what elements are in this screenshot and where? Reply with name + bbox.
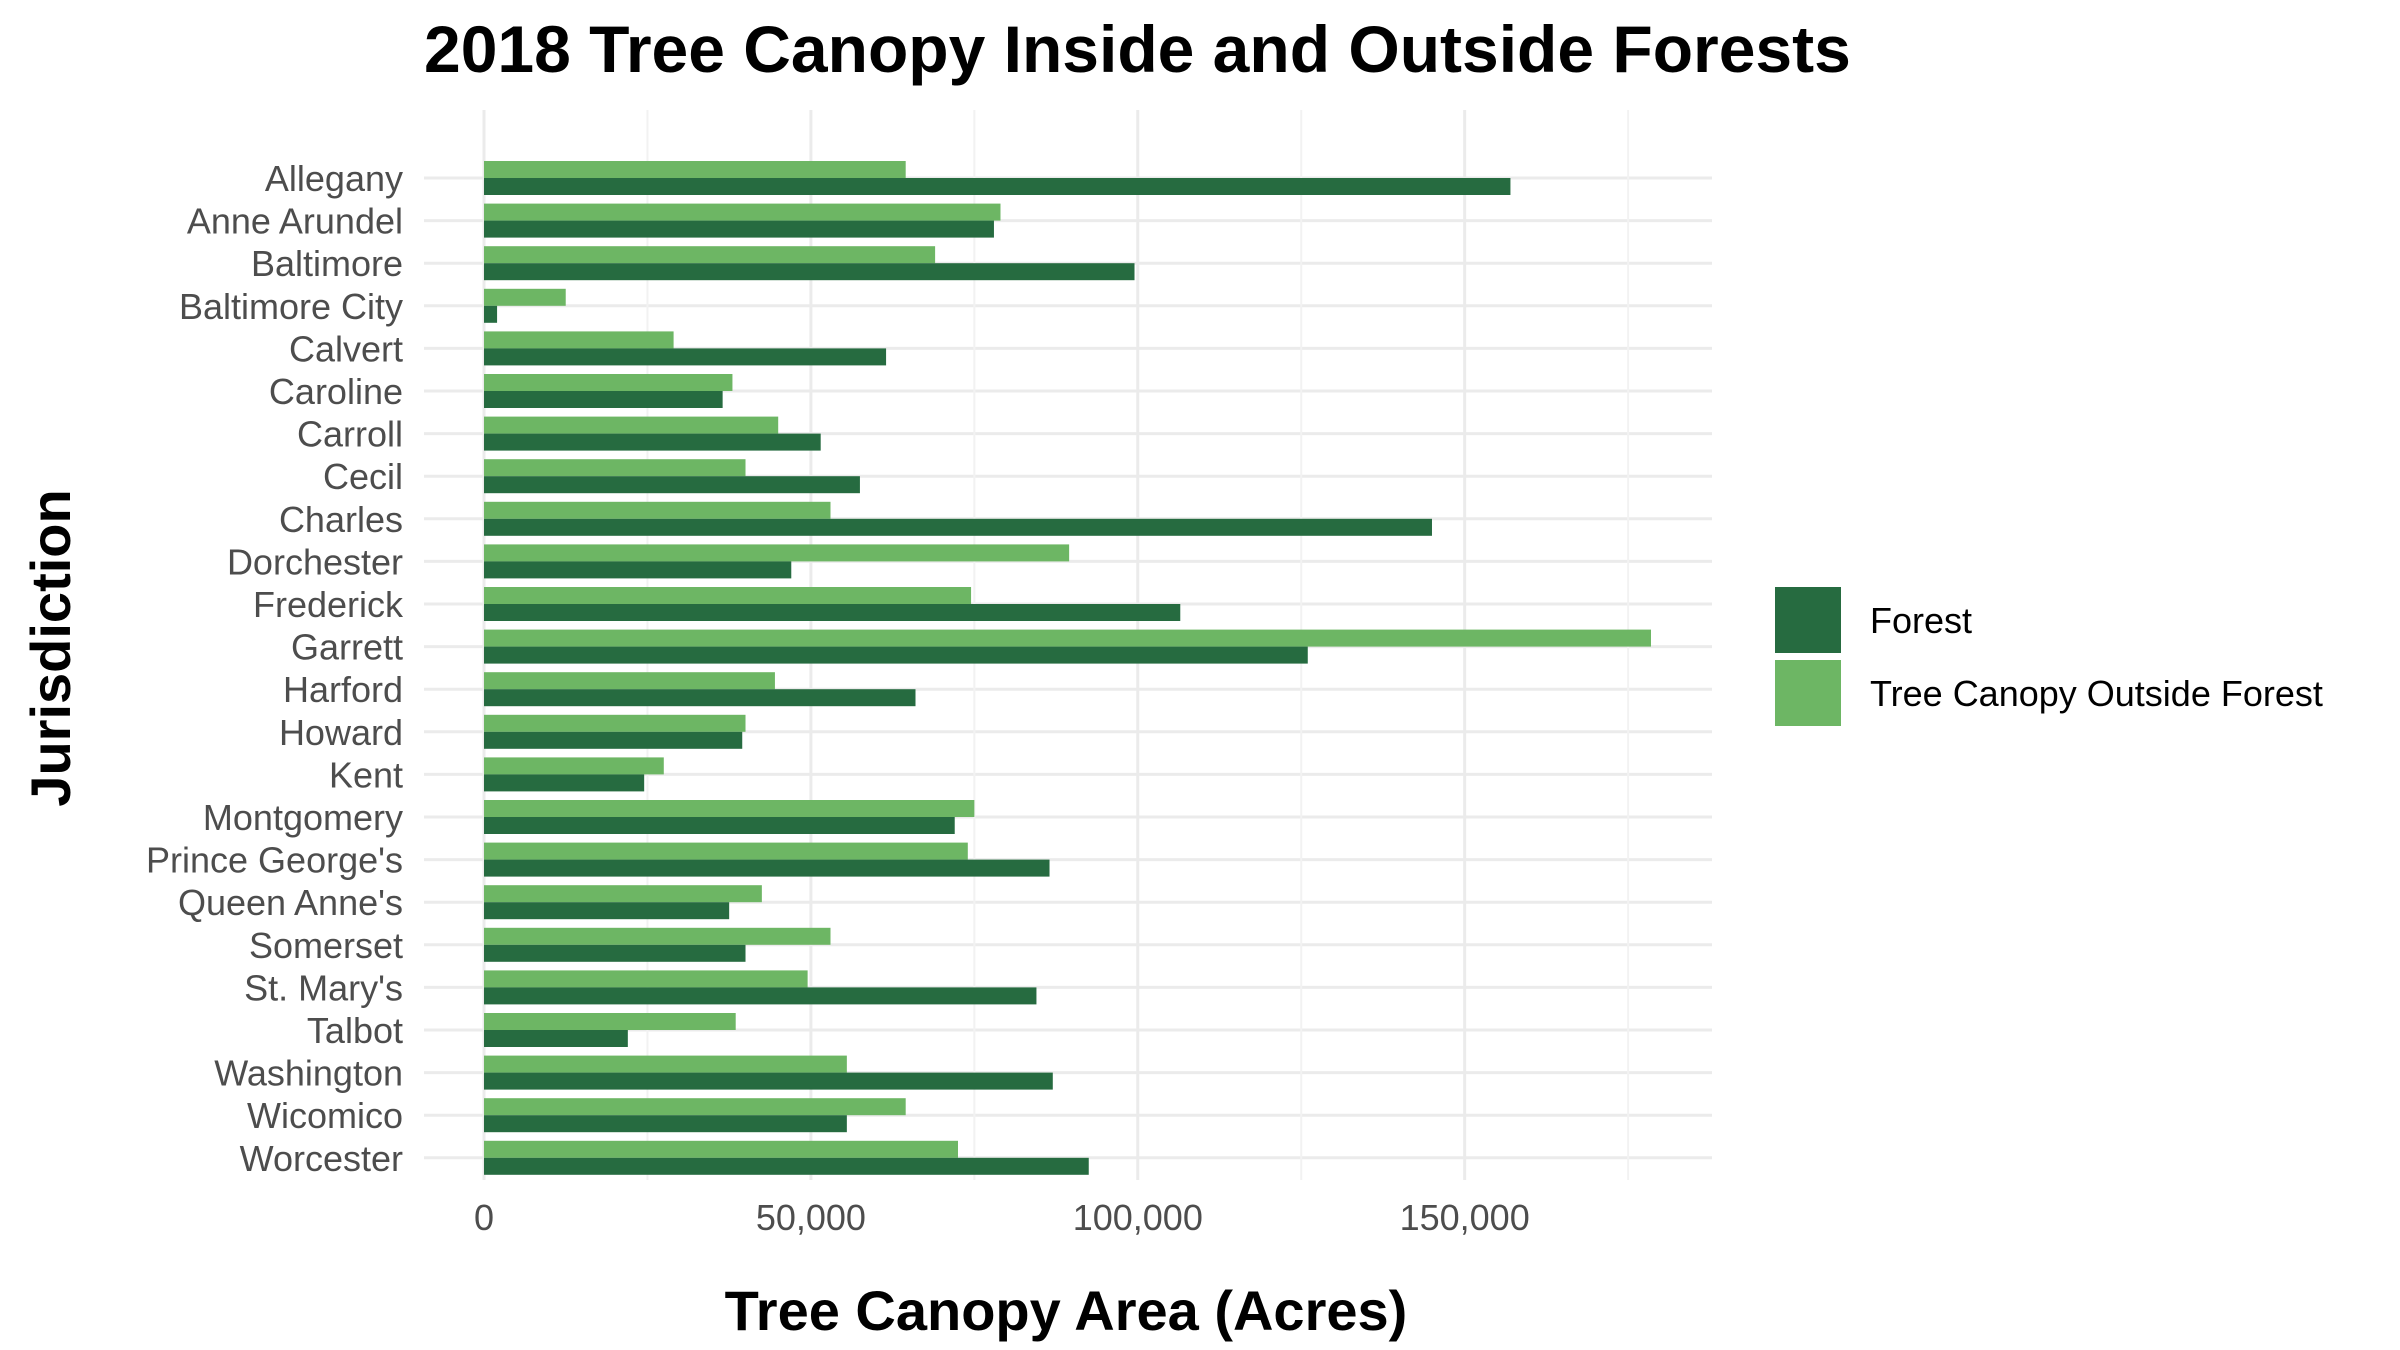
category-label: Washington	[214, 1053, 403, 1094]
bars	[484, 161, 1651, 1175]
category-label: Montgomery	[203, 797, 403, 838]
bar-outside-kent	[484, 757, 664, 775]
x-axis-title: Tree Canopy Area (Acres)	[725, 1279, 1408, 1342]
y-axis-title: Jurisdiction	[19, 489, 82, 806]
legend-label: Tree Canopy Outside Forest	[1870, 673, 2323, 714]
bar-forest-queen-anne-s	[484, 902, 730, 920]
category-label: Dorchester	[227, 541, 403, 582]
x-tick-labels: 0 50,000 100,000 150,000	[474, 1197, 1530, 1238]
category-label: Prince George's	[146, 840, 403, 881]
bar-forest-st-mary-s	[484, 987, 1037, 1005]
category-label: Howard	[279, 712, 403, 753]
category-label: Calvert	[289, 328, 403, 369]
category-label: Baltimore City	[179, 286, 403, 327]
bar-outside-talbot	[484, 1013, 736, 1030]
x-tick-label: 50,000	[756, 1197, 866, 1238]
legend-swatch	[1775, 587, 1841, 653]
bar-outside-frederick	[484, 587, 972, 604]
bar-outside-montgomery	[484, 800, 975, 817]
x-tick-label: 100,000	[1073, 1197, 1203, 1238]
bar-forest-frederick	[484, 604, 1181, 621]
bar-outside-harford	[484, 672, 775, 690]
category-label: Queen Anne's	[178, 882, 403, 923]
bar-outside-washington	[484, 1055, 847, 1073]
bar-forest-baltimore	[484, 263, 1135, 281]
bar-outside-cecil	[484, 459, 746, 477]
bar-forest-prince-george-s	[484, 859, 1050, 877]
category-label: Baltimore	[251, 243, 403, 284]
bar-outside-anne-arundel	[484, 203, 1001, 221]
bar-forest-baltimore-city	[484, 305, 498, 323]
bar-outside-howard	[484, 714, 746, 732]
bar-outside-charles	[484, 501, 831, 519]
bar-outside-st-mary-s	[484, 970, 808, 988]
bar-forest-anne-arundel	[484, 220, 994, 238]
x-tick-label: 0	[474, 1197, 494, 1238]
legend-swatch	[1775, 660, 1841, 726]
category-label: Cecil	[323, 456, 403, 497]
category-label: St. Mary's	[244, 967, 403, 1008]
category-label: Caroline	[269, 371, 403, 412]
category-label: Harford	[283, 669, 403, 710]
bar-outside-dorchester	[484, 544, 1070, 562]
chart-title: 2018 Tree Canopy Inside and Outside Fore…	[424, 12, 1851, 86]
category-label: Frederick	[253, 584, 404, 625]
bar-forest-carroll	[484, 433, 821, 451]
bar-outside-baltimore	[484, 246, 936, 264]
bar-forest-montgomery	[484, 817, 955, 834]
bar-forest-charles	[484, 518, 1432, 536]
bar-forest-talbot	[484, 1030, 628, 1047]
category-label: Kent	[329, 754, 403, 795]
bar-outside-caroline	[484, 374, 733, 391]
x-tick-label: 150,000	[1400, 1197, 1530, 1238]
bar-forest-washington	[484, 1072, 1053, 1090]
bar-forest-harford	[484, 689, 916, 707]
bar-forest-kent	[484, 774, 645, 792]
bar-outside-calvert	[484, 331, 674, 349]
category-label: Somerset	[249, 925, 403, 966]
bar-outside-carroll	[484, 416, 779, 434]
bar-forest-garrett	[484, 646, 1308, 664]
bar-forest-somerset	[484, 944, 746, 962]
legend: Forest Tree Canopy Outside Forest	[1775, 587, 2323, 726]
bar-forest-worcester	[484, 1157, 1089, 1175]
category-label: Anne Arundel	[187, 201, 403, 242]
legend-label: Forest	[1870, 600, 1972, 641]
category-label: Charles	[279, 499, 403, 540]
bar-outside-wicomico	[484, 1098, 906, 1116]
bar-forest-howard	[484, 731, 743, 749]
bar-outside-baltimore-city	[484, 288, 566, 306]
category-label: Wicomico	[247, 1095, 403, 1136]
category-label: Carroll	[297, 414, 403, 455]
bar-forest-caroline	[484, 391, 723, 408]
category-label: Allegany	[265, 158, 403, 199]
bar-outside-prince-george-s	[484, 842, 968, 860]
bar-forest-dorchester	[484, 561, 792, 579]
bar-outside-queen-anne-s	[484, 885, 762, 903]
bar-forest-wicomico	[484, 1115, 847, 1133]
bar-outside-allegany	[484, 161, 906, 178]
category-label: Garrett	[291, 627, 403, 668]
category-label: Worcester	[240, 1138, 403, 1179]
bar-forest-calvert	[484, 348, 887, 366]
category-label: Talbot	[307, 1010, 403, 1051]
bar-outside-somerset	[484, 927, 831, 945]
bar-forest-cecil	[484, 476, 860, 494]
bar-forest-allegany	[484, 178, 1511, 195]
bar-outside-worcester	[484, 1140, 958, 1158]
bar-outside-garrett	[484, 629, 1651, 647]
